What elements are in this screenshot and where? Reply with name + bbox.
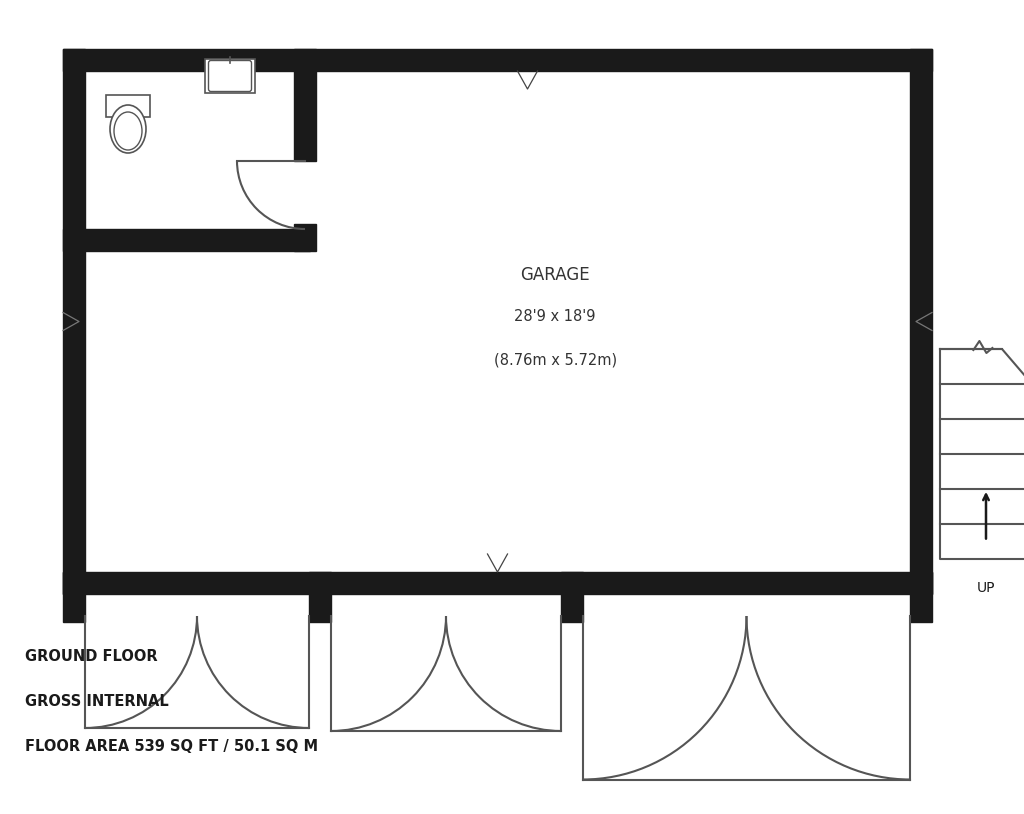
Text: GARAGE: GARAGE [520, 266, 590, 285]
Text: FLOOR AREA 539 SQ FT / 50.1 SQ M: FLOOR AREA 539 SQ FT / 50.1 SQ M [25, 739, 318, 754]
Bar [561, 572, 583, 622]
FancyBboxPatch shape [209, 60, 252, 91]
Bar [63, 572, 85, 622]
Ellipse shape [114, 112, 142, 150]
Bar [910, 49, 932, 594]
Bar [106, 95, 150, 117]
Ellipse shape [110, 105, 146, 153]
Text: 28'9 x 18'9: 28'9 x 18'9 [514, 309, 596, 324]
Text: GROSS INTERNAL: GROSS INTERNAL [25, 694, 169, 709]
Bar [63, 49, 85, 594]
Text: GROUND FLOOR: GROUND FLOOR [25, 649, 158, 664]
Bar [309, 572, 331, 622]
Text: UP: UP [977, 581, 995, 595]
Bar [63, 229, 310, 251]
Bar [63, 49, 932, 71]
Bar [294, 49, 316, 161]
Text: (8.76m x 5.72m): (8.76m x 5.72m) [494, 352, 616, 367]
Bar [294, 224, 316, 251]
Bar [910, 572, 932, 622]
Bar [63, 572, 932, 594]
Bar [205, 59, 255, 93]
